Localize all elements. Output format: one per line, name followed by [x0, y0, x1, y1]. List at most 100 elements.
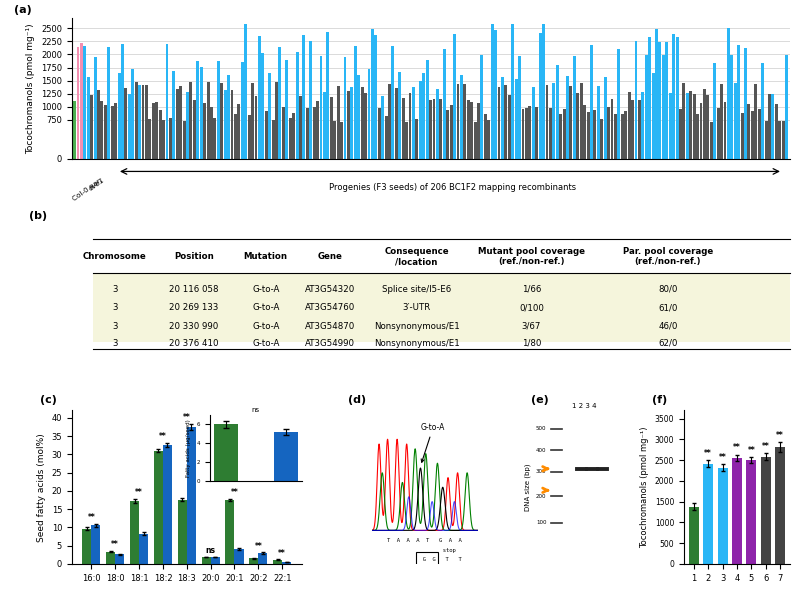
Bar: [453, 34, 456, 159]
Text: **: **: [183, 413, 191, 422]
Bar: [202, 557, 211, 564]
Bar: [189, 82, 192, 159]
Bar: [696, 114, 699, 159]
Bar: [477, 103, 480, 159]
Bar: [628, 92, 630, 159]
Bar: [480, 55, 484, 159]
Bar: [101, 101, 104, 159]
Bar: [535, 107, 538, 159]
Bar: [169, 118, 172, 159]
Bar: [508, 95, 511, 159]
Bar: [488, 120, 490, 159]
Bar: [732, 458, 742, 564]
Bar: [405, 122, 408, 159]
Bar: [689, 91, 692, 159]
Bar: [703, 464, 713, 564]
Bar: [449, 105, 452, 159]
Bar: [90, 95, 93, 159]
Bar: [504, 85, 508, 159]
Bar: [108, 47, 110, 159]
Bar: [392, 46, 394, 159]
Text: Gene: Gene: [318, 252, 343, 261]
Bar: [501, 77, 504, 159]
Bar: [176, 89, 179, 159]
Bar: [377, 108, 381, 159]
Text: (a): (a): [14, 5, 32, 15]
Text: **: **: [112, 541, 119, 550]
Bar: [737, 44, 740, 159]
Bar: [82, 529, 91, 564]
Bar: [323, 92, 326, 159]
Bar: [180, 86, 182, 159]
Bar: [306, 107, 309, 159]
Bar: [412, 88, 415, 159]
Bar: [559, 114, 562, 159]
Bar: [295, 52, 298, 159]
Bar: [744, 48, 747, 159]
Bar: [138, 85, 141, 159]
Text: 400: 400: [535, 448, 547, 453]
Text: **: **: [231, 488, 239, 497]
Bar: [700, 103, 702, 159]
Bar: [720, 84, 723, 159]
Text: (e): (e): [531, 395, 549, 405]
Bar: [156, 102, 158, 159]
Bar: [106, 551, 115, 564]
Bar: [746, 460, 757, 564]
Bar: [148, 119, 152, 159]
Text: Par. pool coverage
(ref./non-ref.): Par. pool coverage (ref./non-ref.): [622, 247, 713, 266]
Bar: [388, 84, 391, 159]
Text: G-to-A: G-to-A: [252, 322, 279, 331]
Text: (f): (f): [652, 395, 667, 405]
Bar: [234, 114, 237, 159]
Bar: [456, 85, 460, 159]
Bar: [275, 82, 278, 159]
Text: ns: ns: [206, 546, 215, 555]
Bar: [422, 73, 425, 159]
Bar: [381, 95, 384, 159]
Bar: [685, 92, 689, 159]
Text: Chromosome: Chromosome: [83, 252, 147, 261]
Text: stop: stop: [394, 548, 456, 553]
Text: AT3G54870: AT3G54870: [306, 322, 355, 331]
Bar: [279, 47, 282, 159]
Bar: [374, 35, 377, 159]
Text: **: **: [279, 548, 286, 557]
Bar: [145, 85, 148, 159]
Bar: [494, 31, 497, 159]
Bar: [443, 49, 446, 159]
Bar: [566, 76, 569, 159]
Bar: [645, 55, 648, 159]
Text: 1/80: 1/80: [522, 339, 541, 348]
Bar: [727, 28, 730, 159]
Bar: [546, 85, 548, 159]
Bar: [289, 118, 292, 159]
Text: **: **: [719, 453, 726, 462]
Bar: [754, 85, 757, 159]
Y-axis label: Tocochromanols (pmol mg⁻¹): Tocochromanols (pmol mg⁻¹): [640, 427, 649, 548]
Bar: [141, 85, 144, 159]
Bar: [87, 77, 89, 159]
Bar: [282, 107, 285, 159]
Bar: [460, 75, 463, 159]
Bar: [425, 60, 429, 159]
Text: 1 2 3 4: 1 2 3 4: [572, 403, 596, 409]
Text: (d): (d): [348, 395, 366, 405]
Bar: [217, 61, 219, 159]
Bar: [741, 113, 744, 159]
Bar: [172, 71, 176, 159]
Bar: [368, 70, 370, 159]
Text: Consequence
/location: Consequence /location: [385, 247, 448, 266]
Text: 3/67: 3/67: [522, 322, 541, 331]
Bar: [600, 119, 603, 159]
Text: AT3G54760: AT3G54760: [306, 303, 355, 312]
Bar: [436, 89, 439, 159]
Text: 61/0: 61/0: [658, 303, 678, 312]
Bar: [429, 100, 432, 159]
Bar: [135, 82, 137, 159]
Bar: [302, 35, 306, 159]
Bar: [241, 62, 243, 159]
Bar: [313, 107, 316, 159]
Bar: [350, 87, 354, 159]
Bar: [154, 451, 163, 564]
